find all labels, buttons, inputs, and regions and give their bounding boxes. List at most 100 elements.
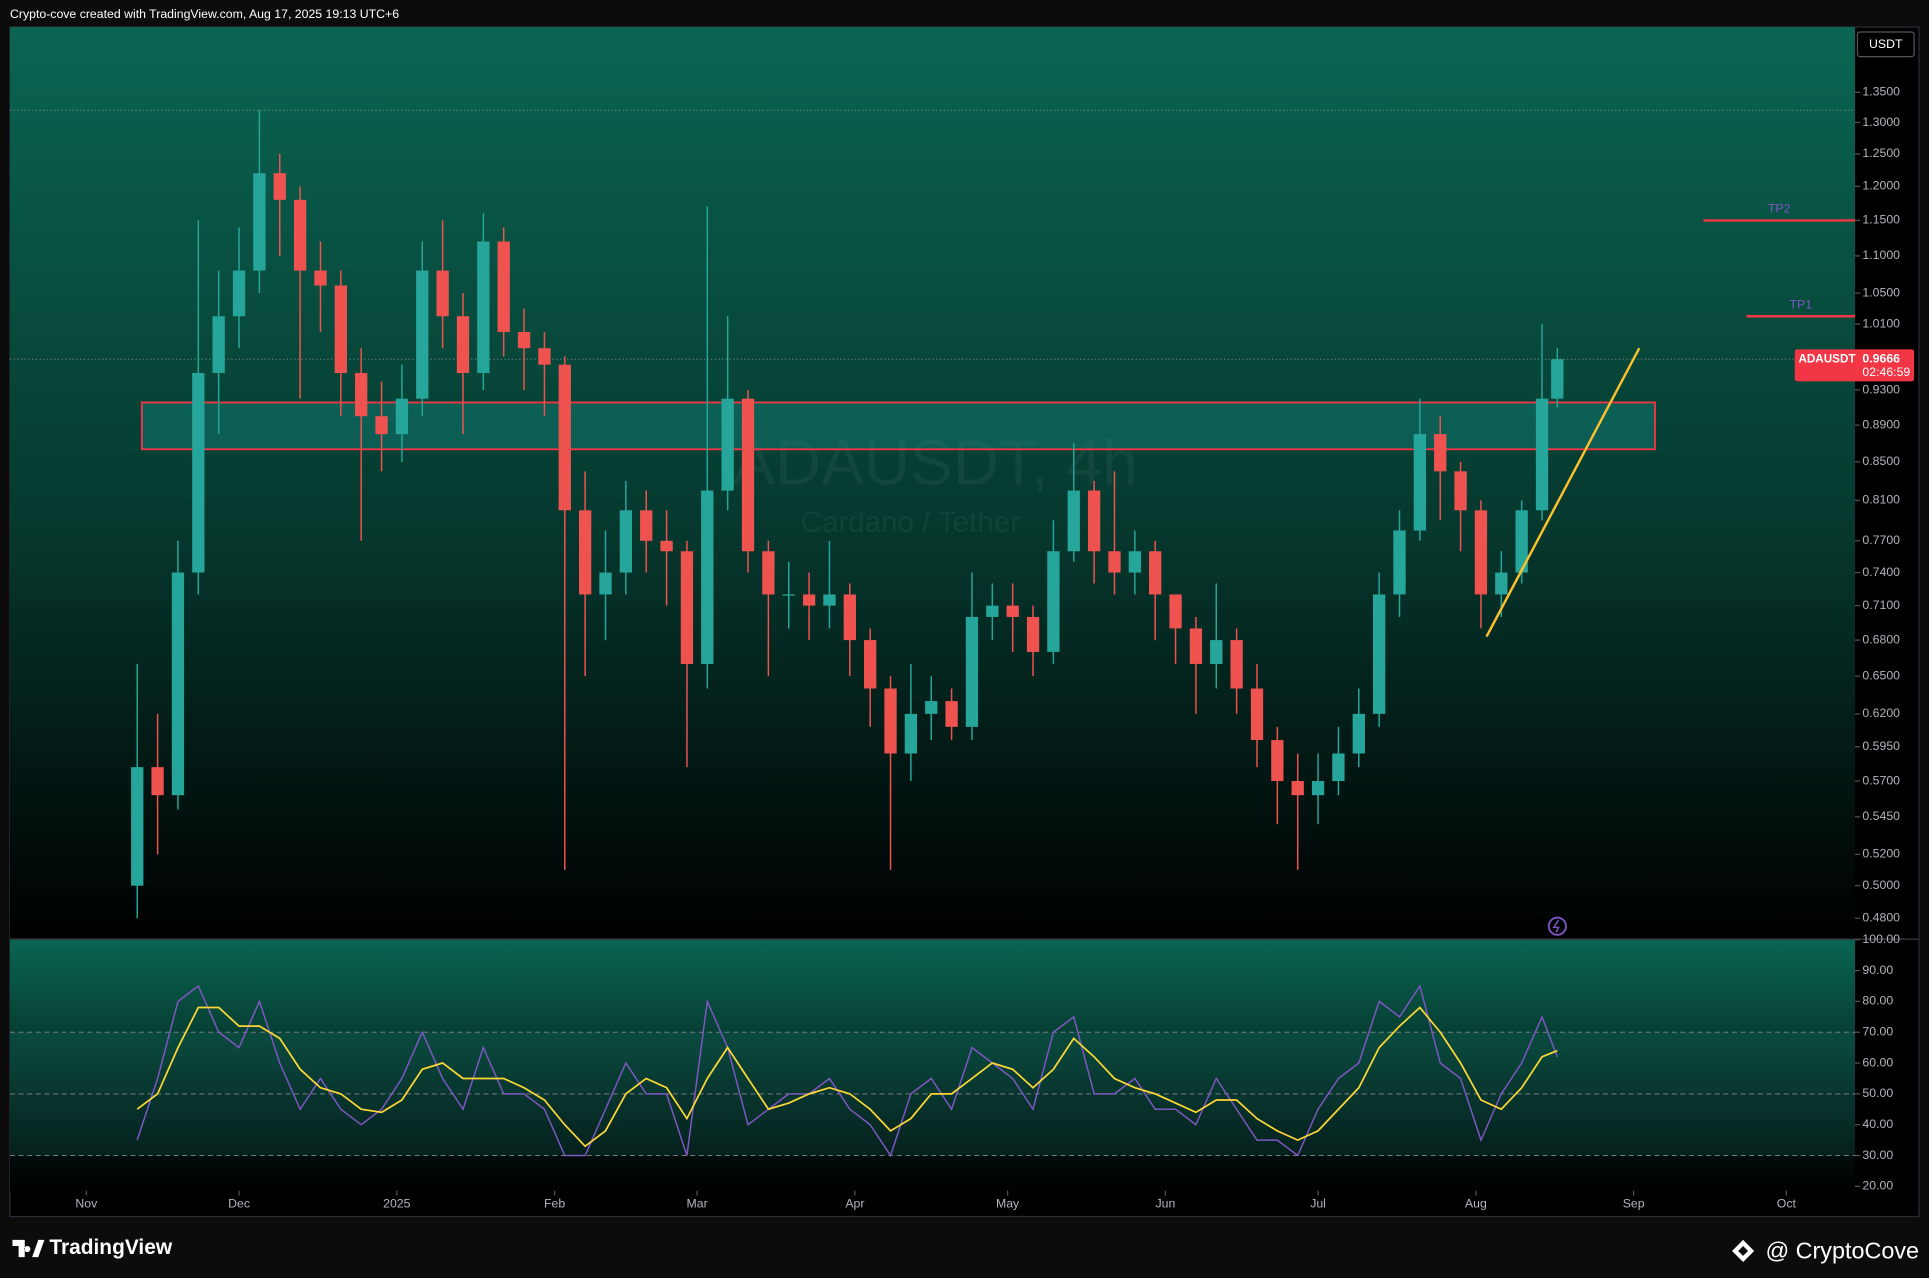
candle-body (619, 510, 633, 573)
watermark-subtitle: Cardano / Tether (801, 506, 1020, 539)
candle-body (1474, 510, 1488, 595)
candle-body (1250, 688, 1264, 741)
candle-body (1108, 551, 1121, 573)
candle-body (1210, 640, 1223, 664)
y-tick-label: 60.00 (1862, 1055, 1893, 1069)
y-tick-label: 0.9300 (1862, 382, 1900, 396)
candle-body (1454, 471, 1467, 511)
x-tick-label: Jun (1155, 1196, 1175, 1210)
candle-body (701, 490, 714, 664)
candle-body (680, 551, 694, 664)
x-tick-label: Sep (1623, 1196, 1645, 1210)
replay-icon-bolt (1552, 919, 1560, 933)
y-tick-label: 0.7100 (1862, 598, 1900, 612)
candle-body (1413, 434, 1427, 531)
replay-icon[interactable] (1547, 916, 1567, 936)
candle-body (578, 510, 592, 595)
candle-body (1311, 781, 1325, 796)
candle-body (212, 316, 225, 374)
y-tick-label: 1.0100 (1862, 316, 1900, 330)
candle-body (1067, 490, 1080, 552)
candle-body (1128, 551, 1141, 573)
candle-body (538, 348, 551, 365)
candle-body (1495, 572, 1508, 595)
price-tag-value: 0.9666 (1862, 351, 1900, 365)
y-tick-label: 50.00 (1862, 1086, 1893, 1100)
watermark-symbol: ADAUSDT, 4h (732, 426, 1137, 498)
y-tick-label: 0.5000 (1862, 878, 1900, 892)
candle-body (355, 373, 368, 417)
y-tick-label: 0.4800 (1862, 911, 1900, 925)
y-tick-label: 0.5200 (1862, 847, 1900, 861)
tradingview-logo: TradingView (12, 1236, 173, 1259)
candle-body (823, 594, 836, 606)
y-tick-label: 0.7700 (1862, 533, 1900, 547)
y-tick-label: 0.6500 (1862, 668, 1900, 682)
candle-body (843, 594, 856, 641)
candle-body (884, 688, 897, 754)
currency-label: USDT (1869, 37, 1903, 51)
candle-body (1230, 640, 1243, 689)
y-tick-label: 40.00 (1862, 1117, 1893, 1131)
target-label: TP2 (1768, 202, 1791, 216)
candle-body (395, 398, 409, 435)
candle-body (151, 767, 164, 796)
candle-body (1434, 434, 1447, 472)
x-tick-label: Dec (228, 1196, 250, 1210)
y-tick-label: 70.00 (1862, 1024, 1893, 1038)
y-tick-label: 100.00 (1862, 932, 1900, 946)
candle-body (762, 551, 775, 595)
candle-body (375, 416, 388, 435)
rsi-pane (9, 939, 1856, 1191)
candle-body (192, 373, 205, 573)
candle-body (1551, 359, 1564, 399)
x-tick-label: Feb (544, 1196, 565, 1210)
currency-box[interactable] (1856, 31, 1915, 58)
candle-body (171, 572, 185, 796)
candle-body (253, 173, 266, 271)
x-tick-label: Apr (845, 1196, 864, 1210)
candles (131, 110, 1564, 919)
candle-body (782, 594, 795, 596)
candle-body (456, 316, 470, 374)
rsi-line (136, 984, 1558, 1158)
y-tick-label: 80.00 (1862, 994, 1893, 1008)
candle-body (864, 640, 877, 689)
candle-body (1087, 490, 1101, 552)
y-tick-label: 1.3000 (1862, 115, 1900, 129)
y-tick-label: 1.2000 (1862, 179, 1900, 193)
binance-icon (1732, 1239, 1755, 1263)
candle-body (986, 605, 999, 617)
candle-body (1372, 594, 1386, 714)
candle-body (1169, 594, 1182, 629)
trendline (1485, 347, 1641, 638)
candle-body (1291, 781, 1304, 796)
target-label: TP1 (1790, 297, 1813, 311)
candle-body (436, 270, 449, 317)
y-tick-label: 0.8500 (1862, 454, 1900, 468)
y-tick-label: 1.3500 (1862, 85, 1900, 99)
logo-mark (12, 1239, 45, 1258)
x-tick-label: Aug (1465, 1196, 1487, 1210)
y-tick-label: 0.8100 (1862, 493, 1900, 507)
watermark: ADAUSDT, 4h Cardano / Tether (732, 426, 1137, 538)
x-tick-label: Mar (687, 1196, 708, 1210)
candle-body (904, 713, 918, 754)
x-tick-label: Oct (1777, 1196, 1797, 1210)
zone (140, 401, 1656, 451)
price-tag (1794, 349, 1915, 382)
candle-body (1515, 510, 1528, 573)
candle-body (1271, 740, 1284, 782)
candle-body (1535, 398, 1549, 511)
candle-body (965, 616, 979, 727)
candle-body (1006, 605, 1019, 617)
candle-body (334, 285, 347, 374)
candle-body (1047, 551, 1060, 652)
candle-body (925, 701, 938, 714)
candle-body (416, 270, 429, 399)
candle-body (640, 510, 653, 541)
y-tick-label: 90.00 (1862, 963, 1893, 977)
y-tick-label: 0.6800 (1862, 632, 1900, 646)
